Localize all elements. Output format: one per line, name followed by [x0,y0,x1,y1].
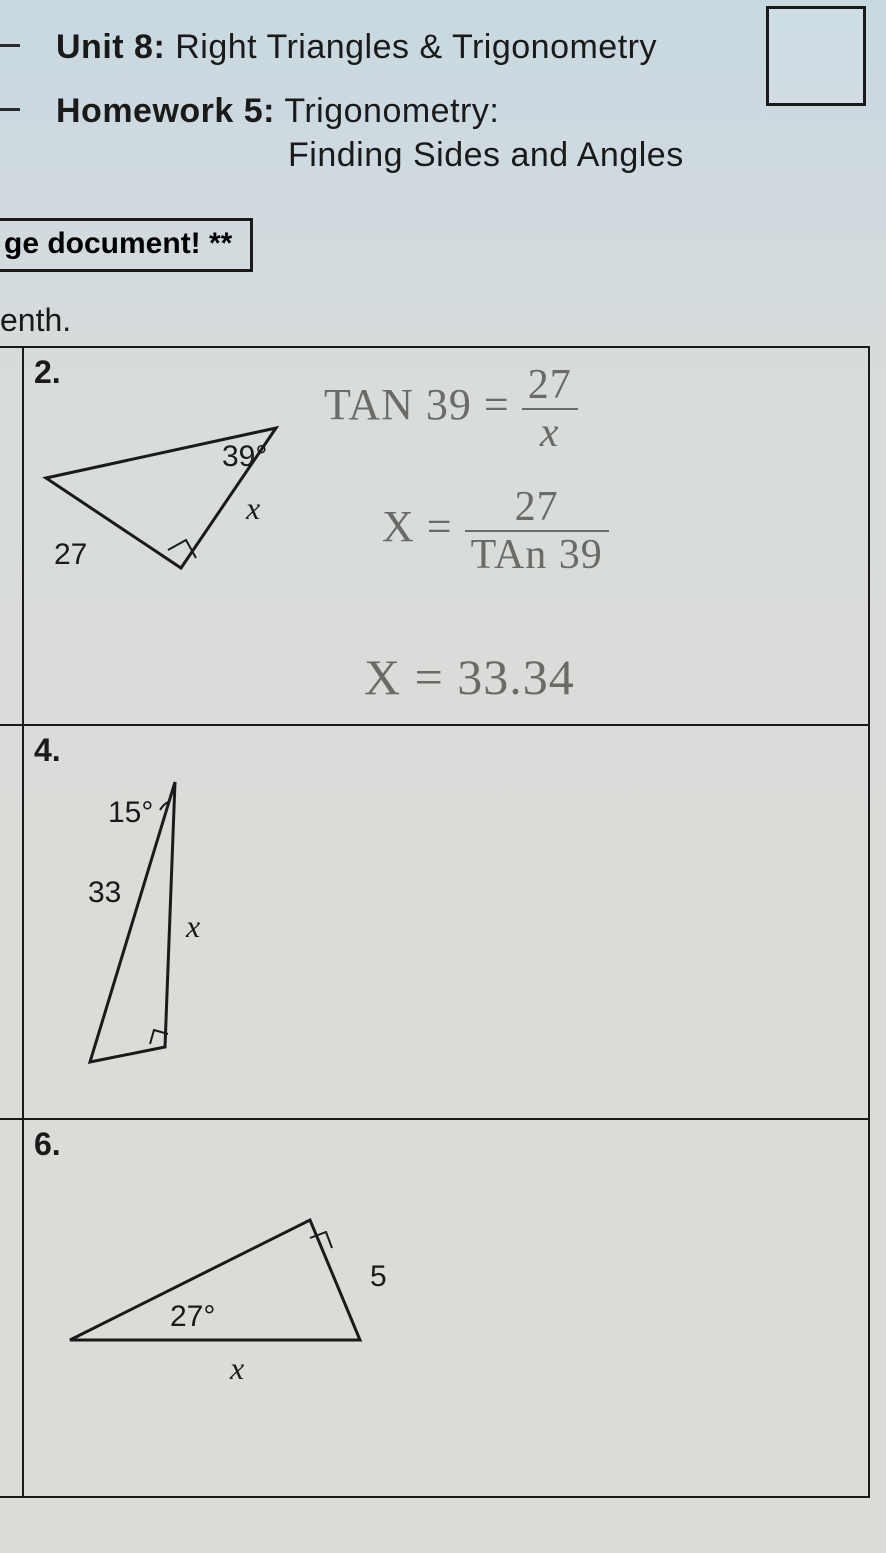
homework-title: Trigonometry: [284,92,499,130]
problem-grid: 2. 39° x 27 TAN 39 = 27 x X = 27 TAn 39 … [0,346,870,1498]
unit-title: Right Triangles & Trigonometry [175,28,657,66]
frac-num: 27 [522,364,578,410]
work-lhs: X = [382,502,453,551]
instruction-fragment: enth. [0,302,71,339]
angle-label: 15° [108,796,153,830]
student-work-line1: TAN 39 = 27 x [324,364,578,454]
student-work-line2: X = 27 TAn 39 [382,486,609,576]
work-lhs: TAN 39 = [324,380,510,429]
angle-label: 39° [222,440,267,474]
homework-label: Homework 5: [56,92,275,130]
margin-dash [0,108,20,111]
homework-subtitle: Finding Sides and Angles [288,136,684,174]
frac-den: x [522,410,578,454]
margin-dash [0,44,20,47]
cell-border [22,726,24,1118]
triangle-figure-6 [60,1190,390,1370]
page-note-fragment: ge document! ** [0,218,253,272]
note-text: ge document! ** [4,227,232,260]
side-label: 33 [88,876,121,910]
frac-den: TAn 39 [465,532,609,576]
student-work-line3: X = 33.34 [364,648,575,706]
problem-number: 6. [34,1126,61,1163]
side-label: 27 [54,538,87,572]
problem-number: 4. [34,732,61,769]
score-box [766,6,866,106]
problem-row-6: 6. 27° 5 x [0,1120,868,1498]
cell-border [22,348,24,724]
cell-border [22,1120,24,1496]
unknown-label: x [186,908,200,945]
problem-row-2: 2. 39° x 27 TAN 39 = 27 x X = 27 TAn 39 … [0,348,868,726]
angle-label: 27° [170,1300,215,1334]
unit-label: Unit 8: [56,28,165,66]
side-label: 5 [370,1260,387,1294]
problem-row-4: 4. 15° 33 x [0,726,868,1120]
worksheet-header: Unit 8: Right Triangles & Trigonometry H… [0,0,886,22]
problem-number: 2. [34,354,61,391]
unknown-label: x [230,1350,244,1387]
unknown-label: x [246,490,260,527]
frac-num: 27 [465,486,609,532]
